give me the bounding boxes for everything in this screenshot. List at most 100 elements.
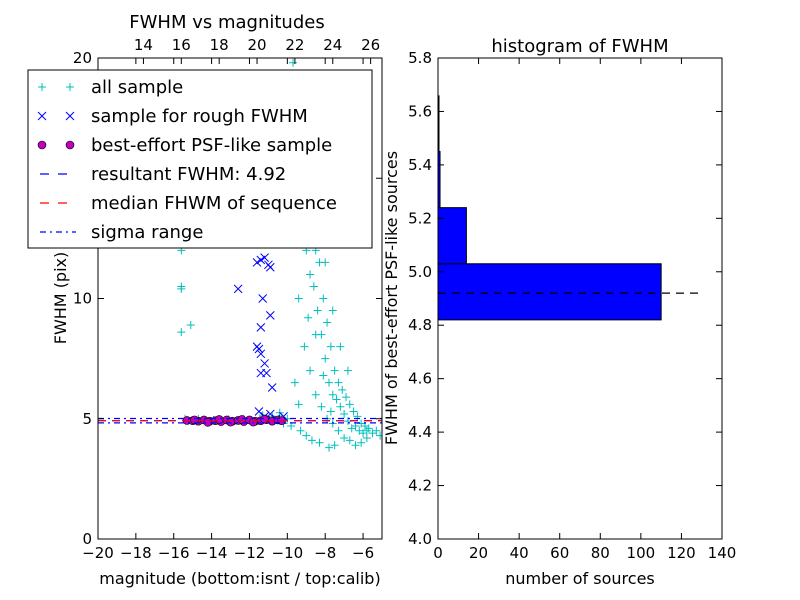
data-point-x [252,258,262,267]
data-point-x [260,359,269,368]
data-point-x [256,255,266,265]
data-point-x [267,383,277,392]
data-point-plus [294,400,303,409]
data-point-plus [332,395,341,404]
data-point-plus [349,407,358,416]
data-point-plus [326,342,335,351]
top-x-tick-label: 14 [134,36,153,54]
data-point-plus [372,426,381,435]
data-point-plus [319,371,328,380]
data-point-plus [321,354,330,363]
data-point-plus [324,443,333,452]
data-point-plus [376,431,382,440]
x-tick-label: −12 [234,544,266,562]
data-point-x [265,310,275,320]
right-axes-frame [437,57,723,540]
data-point-plus [306,270,315,279]
x-tick-label: −18 [120,544,152,562]
data-point-plus [342,393,351,402]
data-point-circle [214,415,224,424]
legend-marker [65,140,75,150]
data-point-x [256,349,266,359]
data-point-circle [260,414,269,424]
data-point-plus [300,342,309,351]
data-point-plus [304,313,313,322]
x-tick-label: 60 [550,544,569,562]
left-y-axis-label: FWHM (pix) [51,252,70,345]
data-point-plus [326,407,335,416]
top-x-tick-label: 20 [247,36,266,54]
y-tick-label: 5.8 [408,49,432,67]
legend-marker [38,83,46,91]
fwhm-vs-magnitude-panel: −20−18−16−14−12−10−8−6051015201416182022… [27,12,383,588]
data-point-plus [328,390,337,399]
data-point-x [262,368,271,378]
data-point-plus [323,318,332,327]
x-tick-label: −16 [158,544,190,562]
data-point-plus [289,58,298,67]
data-point-circle [248,417,258,427]
x-tick-label: 140 [708,544,737,562]
legend-box [27,69,373,249]
top-x-tick-label: 26 [361,36,380,54]
data-point-plus [186,320,195,329]
histogram-panel: 0 20 40 60 80 100 120 140 4.0 4.2 4.4 4.6 4.8 5.0 5.2 5… [382,36,736,588]
y-tick-label: 10 [73,290,92,308]
data-point-plus [315,438,324,447]
right-y-axis-label: FWHM of best-effort PSF-like sources [382,151,401,445]
top-x-tick-label: 22 [285,36,304,54]
data-point-plus [309,282,318,291]
left-x-axis-label: magnitude (bottom:isnt / top:calib) [99,569,380,588]
legend-entry-label: all sample [91,77,183,98]
data-point-plus [340,409,349,418]
x-tick-label: −6 [352,544,374,562]
y-tick-label: 5.6 [408,102,432,120]
data-point-circle [237,415,247,424]
data-point-plus [290,378,299,387]
data-point-plus [330,366,339,375]
data-point-x [260,253,269,262]
data-point-plus [336,342,345,351]
data-point-plus [177,328,186,337]
y-tick-label: 4.2 [408,477,432,495]
data-point-plus [328,306,337,315]
data-point-plus [353,412,362,421]
data-point-plus [296,426,305,435]
top-x-tick-label: 24 [323,36,342,54]
y-tick-label: 4.0 [408,530,432,548]
data-point-plus [345,400,354,409]
data-point-plus [336,402,345,411]
data-point-x [254,407,264,416]
histogram-bar [438,207,467,265]
data-point-plus [328,419,337,428]
data-point-plus [324,378,333,387]
data-point-plus [330,441,339,450]
x-tick-label: −14 [196,544,228,562]
data-point-plus [177,284,186,293]
y-tick-label: 5 [82,410,92,428]
data-point-x [258,294,268,303]
data-point-x [233,284,243,294]
legend: all sample sample for rough FWHM best-effo… [27,69,373,249]
x-tick-label: 20 [469,544,488,562]
right-plot-area [438,95,702,321]
top-x-tick-label: 18 [210,36,229,54]
data-point-x [265,262,275,272]
y-tick-label: 0 [82,530,92,548]
x-tick-label: 0 [433,544,443,562]
legend-entry-label: resultant FWHM: 4.92 [91,164,286,185]
data-point-plus [364,424,373,433]
x-tick-label: 120 [667,544,696,562]
data-point-circle [226,417,235,427]
left-chart-title: FWHM vs magnitudes [129,12,324,33]
data-point-plus [313,306,322,315]
y-tick-label: 5.4 [408,156,432,174]
data-point-plus [334,378,343,387]
right-x-axis-label: number of sources [505,569,655,588]
y-tick-label: 5.2 [408,209,432,227]
y-tick-label: 20 [73,49,92,67]
legend-marker [37,111,47,121]
x-tick-label: −8 [314,544,336,562]
legend-entry-label: sigma range [91,222,203,243]
